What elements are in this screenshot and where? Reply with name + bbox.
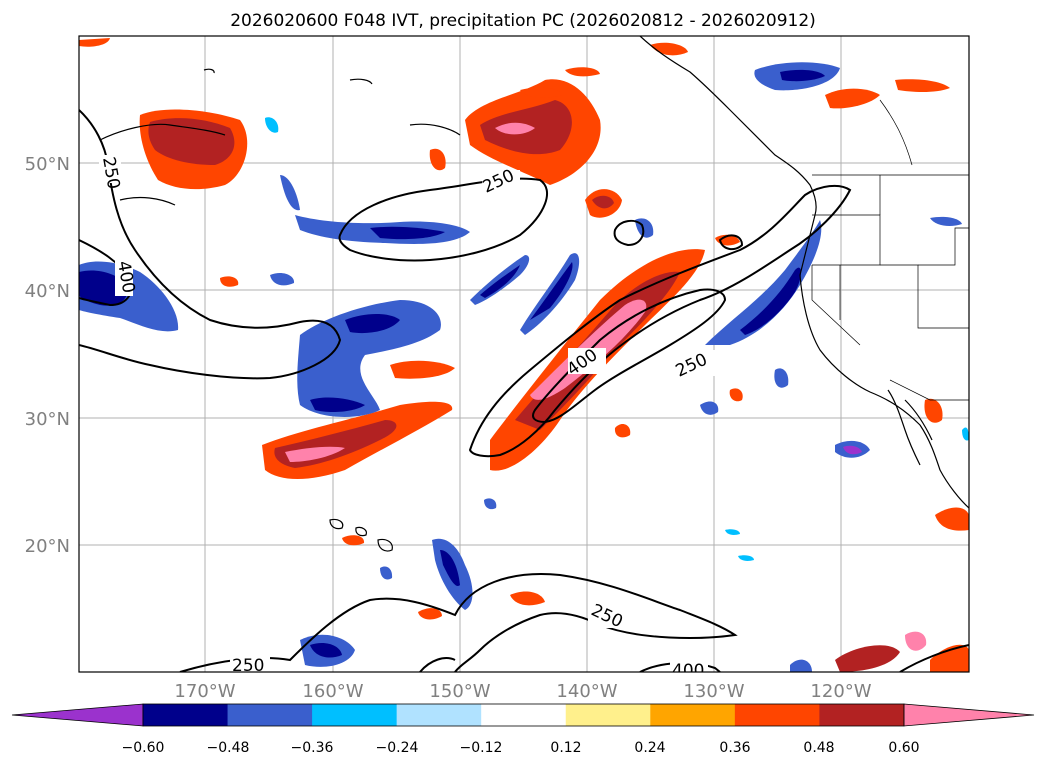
colorbar-tick-label: −0.60 (122, 740, 165, 756)
contour-labels: 250 400 250 400 250 250 250 400 (98, 155, 710, 681)
contour-label-boxes (99, 155, 715, 672)
colorbar-extend-max (903, 703, 1035, 727)
lat-label: 20°N (25, 536, 70, 557)
colorbar-segment (143, 704, 229, 726)
map-border (78, 35, 970, 673)
colorbar-tick-label: 0.48 (803, 740, 834, 756)
colorbar (11, 703, 1035, 727)
lon-label: 130°W (683, 681, 744, 702)
lat-label: 30°N (25, 409, 70, 430)
colorbar-segment (819, 704, 905, 726)
colorbar-extend-min (11, 703, 144, 727)
colorbar-tick-label: 0.12 (550, 740, 581, 756)
colorbar-frame (142, 703, 905, 727)
figure-title: 2026020600 F048 IVT, precipitation PC (2… (230, 11, 816, 31)
contour-label: 400 (672, 661, 704, 681)
lon-label: 160°W (302, 681, 363, 702)
colorbar-tick-label: 0.36 (719, 740, 750, 756)
colorbar-segment (565, 704, 651, 726)
colorbar-tick-label: −0.36 (291, 740, 334, 756)
colorbar-tick-label: −0.12 (460, 740, 503, 756)
colorbar-tick-label: 0.24 (634, 740, 665, 756)
colorbar-tick-labels: −0.60 −0.48 −0.36 −0.24 −0.12 0.12 0.24 … (122, 740, 920, 756)
colorbar-segment (734, 704, 820, 726)
colorbar-segment (227, 704, 313, 726)
colorbar-tick-label: −0.24 (376, 740, 419, 756)
lat-label: 50°N (25, 154, 70, 175)
colorbar-tick-label: 0.60 (888, 740, 919, 756)
lon-labels: 170°W 160°W 150°W 140°W 130°W 120°W (174, 681, 871, 702)
lat-labels: 50°N 40°N 30°N 20°N (25, 154, 70, 557)
colorbar-tick-label: −0.48 (207, 740, 250, 756)
colorbar-segment (312, 704, 398, 726)
colorbar-segment (481, 704, 567, 726)
contour-label: 250 (232, 656, 264, 676)
lon-label: 120°W (810, 681, 871, 702)
lon-label: 150°W (429, 681, 490, 702)
colorbar-segment (650, 704, 736, 726)
lat-label: 40°N (25, 281, 70, 302)
colorbar-segment (396, 704, 482, 726)
lon-label: 140°W (556, 681, 617, 702)
political-borders (811, 99, 969, 401)
lon-label: 170°W (174, 681, 235, 702)
coastlines (99, 36, 969, 552)
